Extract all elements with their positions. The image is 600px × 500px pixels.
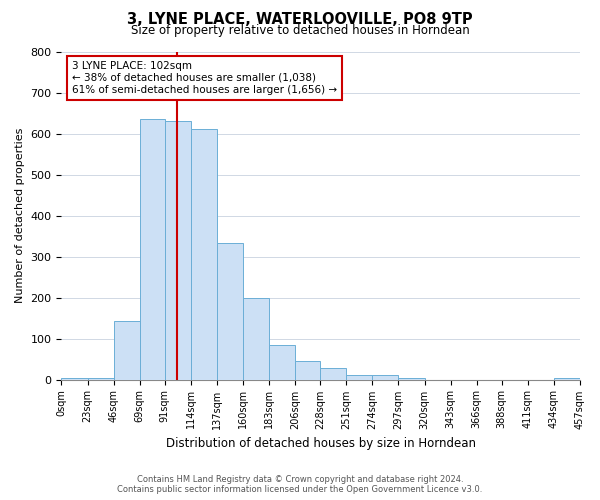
- X-axis label: Distribution of detached houses by size in Horndean: Distribution of detached houses by size …: [166, 437, 476, 450]
- Text: Contains HM Land Registry data © Crown copyright and database right 2024.
Contai: Contains HM Land Registry data © Crown c…: [118, 474, 482, 494]
- Y-axis label: Number of detached properties: Number of detached properties: [15, 128, 25, 303]
- Bar: [554, 378, 580, 380]
- Text: Size of property relative to detached houses in Horndean: Size of property relative to detached ho…: [131, 24, 469, 37]
- Bar: [346, 374, 373, 380]
- Bar: [88, 378, 113, 380]
- Text: 3, LYNE PLACE, WATERLOOVILLE, PO8 9TP: 3, LYNE PLACE, WATERLOOVILLE, PO8 9TP: [127, 12, 473, 28]
- Bar: [320, 368, 346, 380]
- Bar: [164, 121, 191, 380]
- Bar: [243, 298, 269, 380]
- Bar: [373, 374, 398, 380]
- Bar: [217, 244, 243, 380]
- Bar: [61, 378, 88, 380]
- Bar: [269, 344, 295, 380]
- Bar: [191, 130, 217, 380]
- Bar: [398, 378, 425, 380]
- Bar: [113, 321, 140, 380]
- Bar: [140, 119, 164, 380]
- Bar: [295, 360, 320, 380]
- Text: 3 LYNE PLACE: 102sqm
← 38% of detached houses are smaller (1,038)
61% of semi-de: 3 LYNE PLACE: 102sqm ← 38% of detached h…: [72, 62, 337, 94]
